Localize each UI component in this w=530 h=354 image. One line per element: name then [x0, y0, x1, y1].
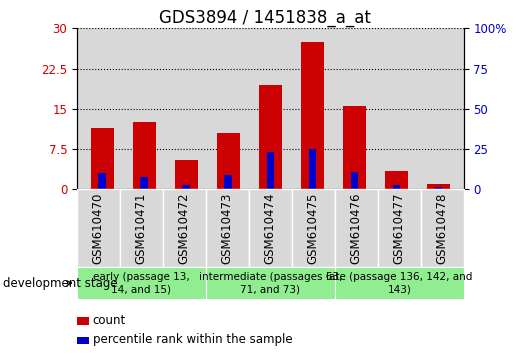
Bar [393, 185, 400, 189]
Text: GSM610476: GSM610476 [350, 193, 363, 264]
Text: GDS3894 / 1451838_a_at: GDS3894 / 1451838_a_at [159, 9, 371, 27]
Text: GSM610473: GSM610473 [221, 193, 234, 264]
Bar [132, 122, 156, 189]
Bar [301, 42, 324, 189]
Text: GSM610471: GSM610471 [135, 193, 148, 264]
Bar [351, 172, 358, 189]
Text: late (passage 136, 142, and
143): late (passage 136, 142, and 143) [326, 272, 472, 294]
Text: GSM610478: GSM610478 [436, 193, 449, 264]
Text: GSM610470: GSM610470 [92, 193, 105, 264]
Text: percentile rank within the sample: percentile rank within the sample [93, 333, 293, 346]
Bar [217, 133, 240, 189]
Bar [308, 149, 316, 189]
Text: GSM610472: GSM610472 [178, 193, 191, 264]
Text: GSM610477: GSM610477 [393, 193, 406, 264]
Text: early (passage 13,
14, and 15): early (passage 13, 14, and 15) [93, 272, 190, 294]
Text: development stage: development stage [3, 277, 117, 290]
Bar [343, 106, 366, 189]
Bar [140, 177, 148, 189]
Bar [259, 85, 282, 189]
Bar [435, 187, 443, 189]
Text: GSM610474: GSM610474 [264, 193, 277, 264]
Bar [174, 160, 198, 189]
Bar [385, 171, 408, 189]
Bar [182, 185, 190, 189]
Text: count: count [93, 314, 126, 327]
Bar [267, 152, 274, 189]
Text: intermediate (passages 63,
71, and 73): intermediate (passages 63, 71, and 73) [199, 272, 342, 294]
Bar [427, 184, 450, 189]
Text: GSM610475: GSM610475 [307, 193, 320, 264]
Bar [98, 173, 106, 189]
Bar [91, 128, 113, 189]
Bar [225, 175, 232, 189]
